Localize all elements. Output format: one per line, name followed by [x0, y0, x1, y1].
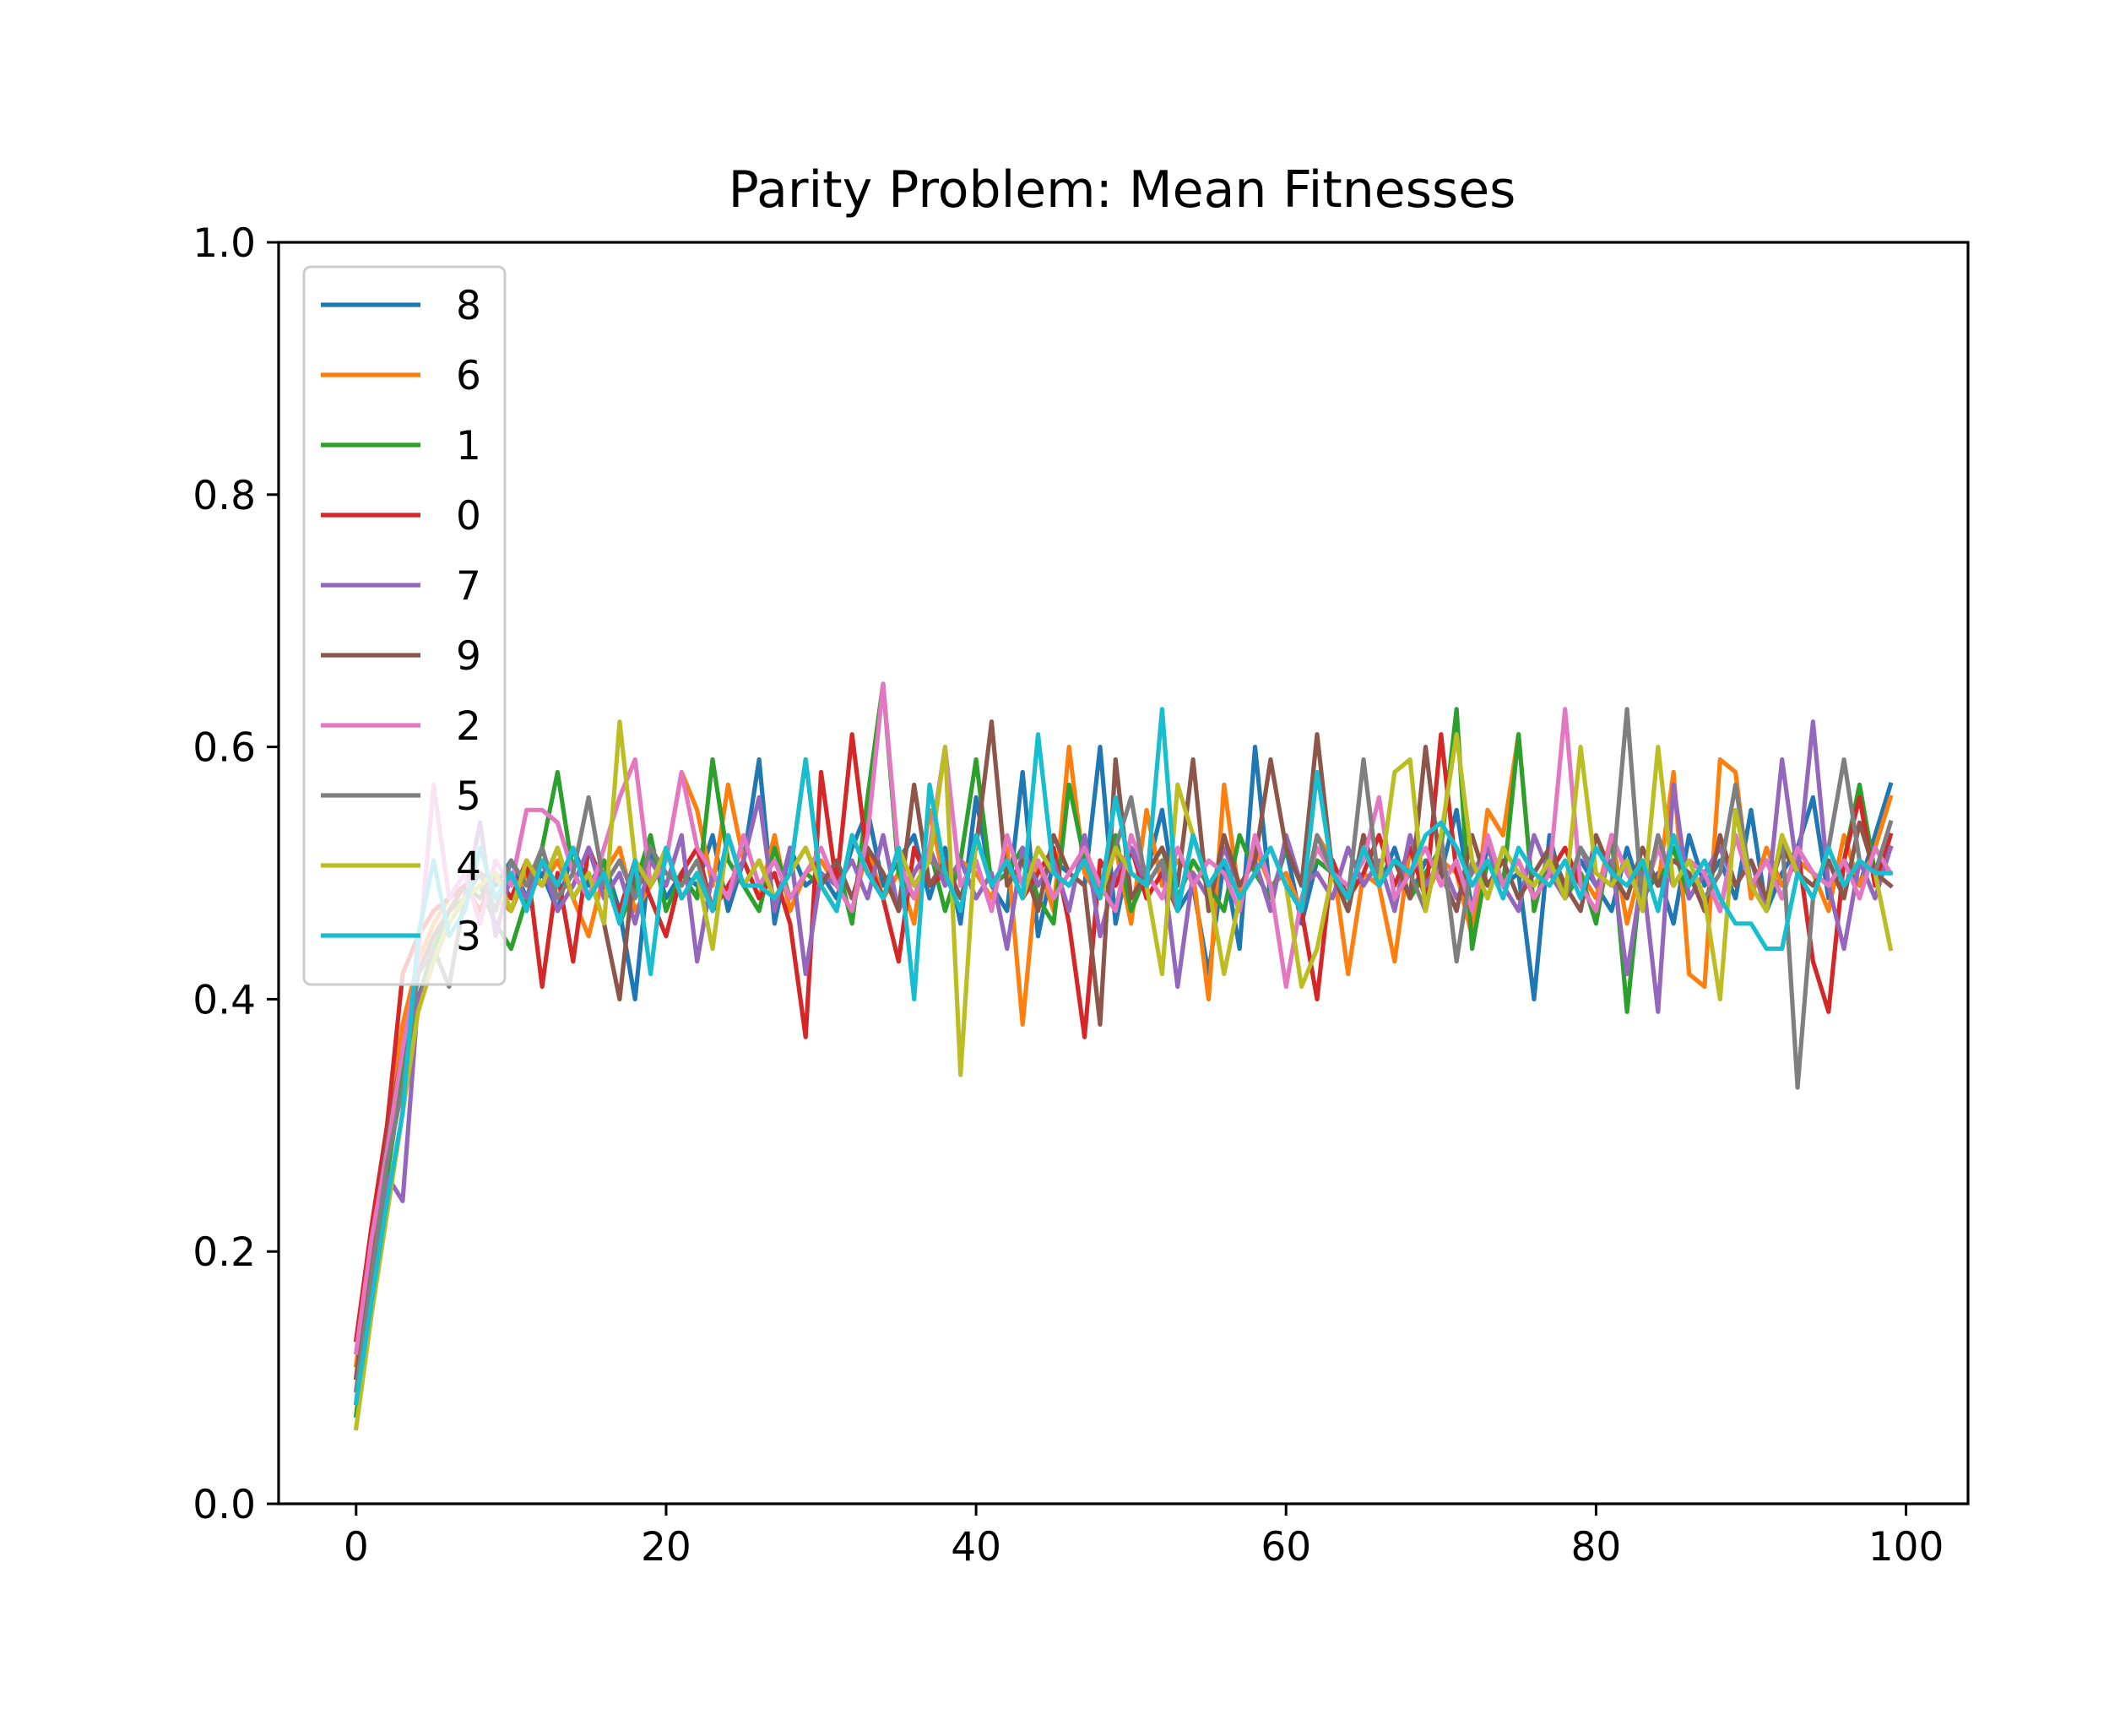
legend-item: 6: [321, 353, 481, 399]
x-tick-label: 80: [1571, 1524, 1622, 1571]
legend-label: 0: [456, 493, 481, 540]
series-line-3: [353, 707, 1893, 1406]
legend-item: 3: [321, 914, 481, 960]
y-axis: 0.0 0.2 0.4 0.6 0.8 1.0: [192, 220, 279, 1528]
legend-item: 8: [321, 283, 481, 329]
y-tick-label: 0.4: [192, 977, 256, 1023]
y-tick-label: 1.0: [192, 220, 256, 267]
legend-label: 7: [456, 563, 481, 610]
y-tick-label: 0.0: [192, 1482, 256, 1528]
legend-label: 5: [456, 773, 481, 820]
series-line-4: [353, 719, 1894, 1431]
legend-label: 3: [456, 914, 481, 960]
legend-item: 0: [321, 493, 481, 540]
legend-item: 7: [321, 563, 481, 610]
x-tick-label: 0: [344, 1524, 369, 1571]
legend-label: 2: [456, 703, 481, 750]
legend-item: 5: [321, 773, 481, 820]
x-axis: 0 20 40 60 80 100: [344, 1504, 1944, 1571]
chart-title: Parity Problem: Mean Fitnesses: [729, 160, 1516, 220]
y-tick-label: 0.8: [192, 473, 256, 519]
legend-label: 4: [456, 844, 481, 890]
x-tick-label: 60: [1261, 1524, 1311, 1571]
axes-frame: [277, 241, 1970, 1505]
legend-item: 1: [321, 423, 481, 469]
legend-label: 1: [456, 423, 481, 469]
x-tick-label: 20: [641, 1524, 691, 1571]
plot-lines: [353, 681, 1894, 1431]
series-line-5: [353, 707, 1894, 1393]
y-tick-label: 0.6: [192, 725, 256, 772]
legend-item: 9: [321, 633, 481, 680]
legend-label: 9: [456, 633, 481, 680]
y-tick-label: 0.2: [192, 1229, 256, 1276]
legend-item: 4: [321, 844, 481, 890]
legend-item: 2: [321, 703, 481, 750]
legend: 8 6 1 0 7 9 2 5 4 3: [302, 265, 507, 986]
x-tick-label: 100: [1868, 1524, 1944, 1571]
legend-label: 8: [456, 283, 481, 329]
x-tick-label: 40: [951, 1524, 1001, 1571]
legend-label: 6: [456, 353, 481, 399]
